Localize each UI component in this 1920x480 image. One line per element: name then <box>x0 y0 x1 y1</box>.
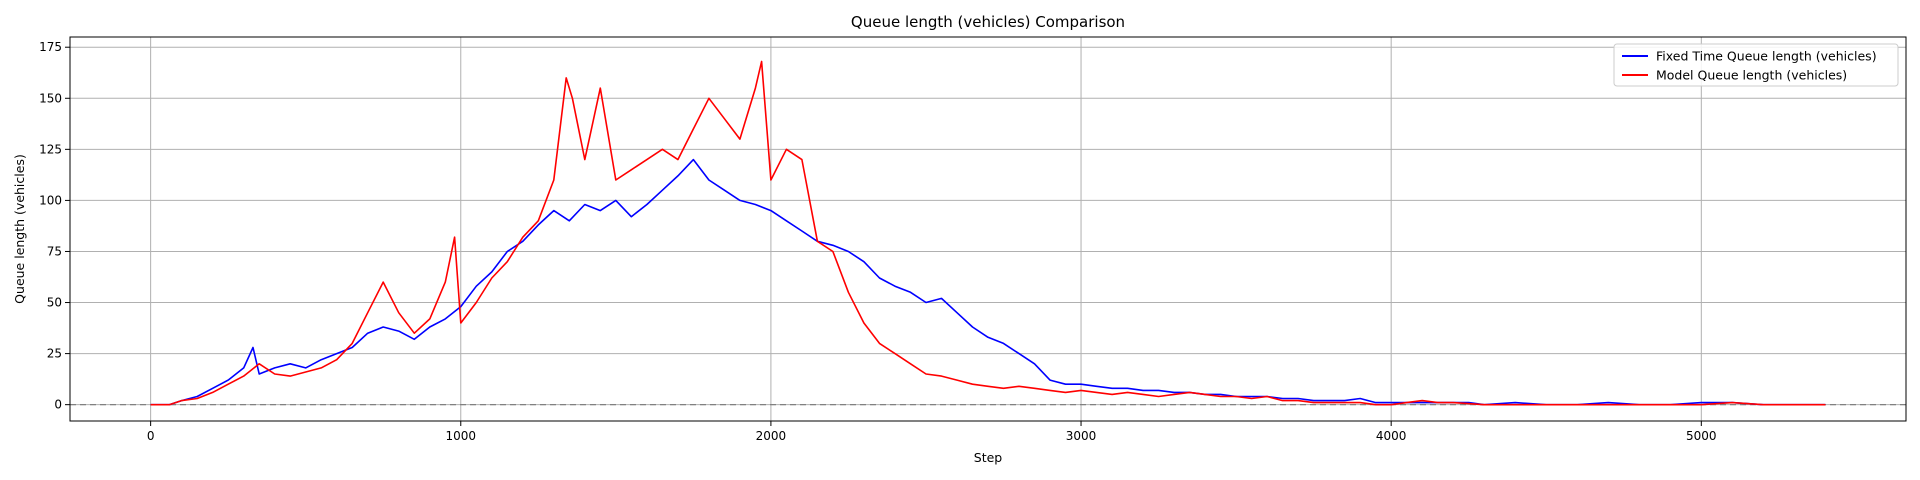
y-tick-label: 0 <box>54 398 62 412</box>
y-tick-label: 175 <box>39 40 62 54</box>
x-tick-label: 2000 <box>756 429 787 443</box>
x-tick-label: 0 <box>147 429 155 443</box>
y-tick-label: 125 <box>39 142 62 156</box>
y-tick-label: 100 <box>39 193 62 207</box>
legend: Fixed Time Queue length (vehicles) Model… <box>1613 43 1899 87</box>
legend-box <box>1613 43 1899 87</box>
tick-layer: 0 1000 2000 3000 4000 5000 0 25 50 75 100 125 150 175 <box>39 40 1716 443</box>
x-tick-label: 1000 <box>445 429 476 443</box>
y-axis-label: Queue length (vehicles) <box>12 154 27 304</box>
y-tick-label: 75 <box>47 244 62 258</box>
series-line-model <box>150 60 1826 406</box>
x-tick-label: 3000 <box>1066 429 1097 443</box>
plot-frame <box>69 36 1907 422</box>
series-layer <box>150 60 1826 406</box>
y-tick-label: 150 <box>39 91 62 105</box>
x-axis-label: Step <box>974 450 1003 465</box>
y-tick-label: 50 <box>47 296 62 310</box>
legend-label-fixed-time: Fixed Time Queue length (vehicles) <box>1656 49 1877 64</box>
chart-title: Queue length (vehicles) Comparison <box>851 13 1125 31</box>
x-tick-label: 4000 <box>1376 429 1407 443</box>
y-tick-label: 25 <box>47 347 62 361</box>
x-tick-label: 5000 <box>1686 429 1717 443</box>
legend-label-model: Model Queue length (vehicles) <box>1656 68 1847 83</box>
